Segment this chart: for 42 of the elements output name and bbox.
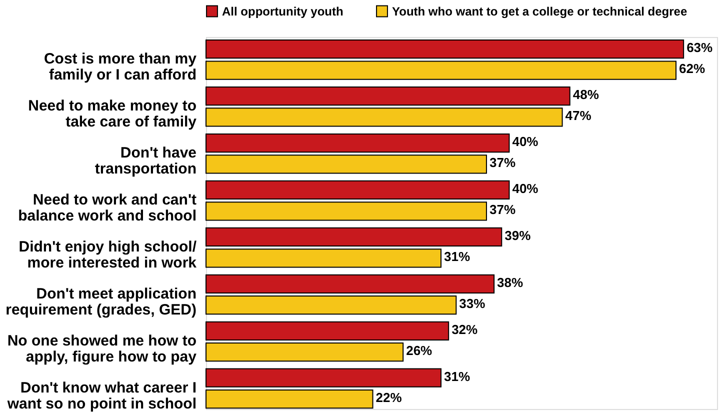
data-label: 31% <box>444 249 470 264</box>
y-tick-label: Need to work and can't balance work and school <box>18 192 197 225</box>
bar <box>206 180 510 200</box>
data-label: 37% <box>489 155 516 170</box>
y-tick-label: Cost is more than my family or I can afford <box>44 50 198 84</box>
data-label: 47% <box>565 108 592 124</box>
data-label: 40% <box>512 134 539 149</box>
data-label: 32% <box>452 322 478 337</box>
bar <box>206 389 374 409</box>
data-label: 62% <box>678 61 706 76</box>
bar <box>206 86 570 106</box>
bar <box>206 342 404 362</box>
legend-label: Youth who want to get a college or technical degree <box>392 4 688 18</box>
data-label: 26% <box>406 343 433 358</box>
bar <box>206 154 487 174</box>
data-label: 31% <box>444 368 470 384</box>
bar <box>206 60 676 80</box>
data-label: 37% <box>489 202 516 218</box>
y-tick-label: Don't have transportation <box>94 144 196 178</box>
legend-label: All opportunity youth <box>222 4 344 18</box>
bar <box>206 40 684 59</box>
bar <box>206 321 450 340</box>
data-label: 38% <box>497 274 524 290</box>
bar <box>206 133 510 153</box>
bar <box>206 248 442 268</box>
data-label: 48% <box>572 86 600 102</box>
y-tick-label: Need to make money to take care of family <box>28 98 198 131</box>
data-label: 33% <box>459 296 486 312</box>
y-tick-label: Don't know what career I want so no point in school <box>6 379 196 412</box>
data-label: 22% <box>376 390 402 405</box>
data-label: 63% <box>686 40 714 56</box>
bar <box>206 368 442 388</box>
bar <box>206 296 457 315</box>
bar <box>206 202 487 221</box>
bar <box>206 274 495 294</box>
data-label: 40% <box>512 180 539 196</box>
bar <box>206 227 502 247</box>
y-tick-label: No one showed me how to apply, figure how to pay <box>7 332 198 366</box>
y-tick-label: Didn't enjoy high school/ more interested in work <box>18 238 198 272</box>
y-tick-label: Don't meet application requirement (grades, GED) <box>6 285 196 318</box>
bar <box>206 108 563 127</box>
data-label: 39% <box>504 228 532 243</box>
